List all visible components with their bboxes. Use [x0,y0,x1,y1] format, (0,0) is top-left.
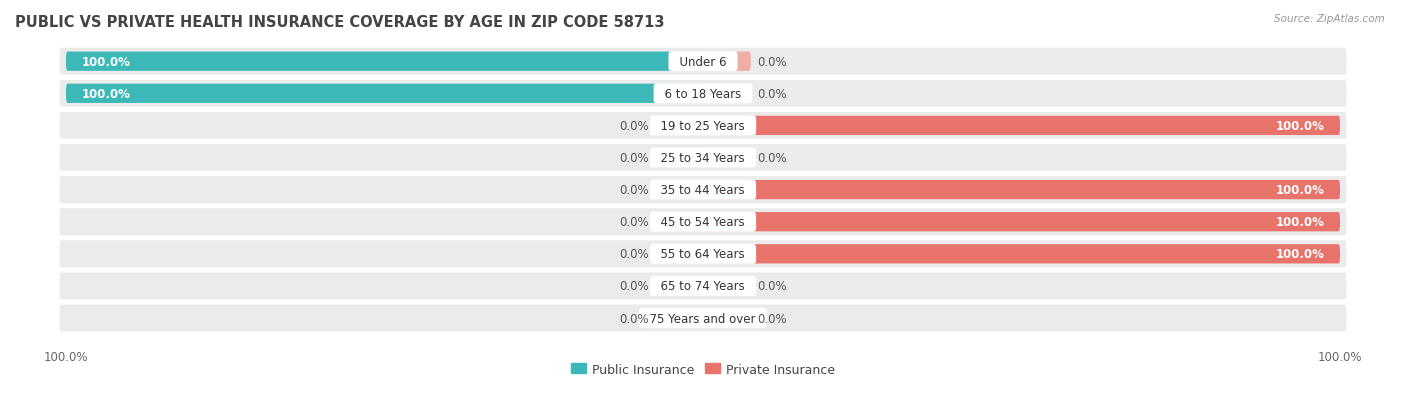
Text: 0.0%: 0.0% [619,216,648,229]
FancyBboxPatch shape [59,305,1347,332]
Text: 0.0%: 0.0% [758,312,787,325]
FancyBboxPatch shape [59,177,1347,204]
FancyBboxPatch shape [59,209,1347,236]
FancyBboxPatch shape [655,213,703,232]
FancyBboxPatch shape [655,244,703,264]
FancyBboxPatch shape [703,116,1340,136]
Text: 6 to 18 Years: 6 to 18 Years [657,88,749,100]
FancyBboxPatch shape [703,277,751,296]
Text: 0.0%: 0.0% [619,184,648,197]
Text: 0.0%: 0.0% [619,120,648,133]
Text: 25 to 34 Years: 25 to 34 Years [654,152,752,165]
Text: 35 to 44 Years: 35 to 44 Years [654,184,752,197]
Text: 45 to 54 Years: 45 to 54 Years [654,216,752,229]
Text: 100.0%: 100.0% [1275,184,1324,197]
Text: 100.0%: 100.0% [82,56,131,69]
FancyBboxPatch shape [66,85,703,104]
Text: 0.0%: 0.0% [758,152,787,165]
FancyBboxPatch shape [703,309,751,328]
FancyBboxPatch shape [703,149,751,168]
FancyBboxPatch shape [66,52,703,71]
Text: 19 to 25 Years: 19 to 25 Years [654,120,752,133]
FancyBboxPatch shape [703,213,1340,232]
Text: 100.0%: 100.0% [1275,216,1324,229]
FancyBboxPatch shape [655,116,703,136]
Text: 100.0%: 100.0% [1275,248,1324,261]
Text: 100.0%: 100.0% [1275,120,1324,133]
Text: 0.0%: 0.0% [758,88,787,100]
Text: 100.0%: 100.0% [82,88,131,100]
Text: 0.0%: 0.0% [758,280,787,293]
Text: 0.0%: 0.0% [619,152,648,165]
FancyBboxPatch shape [703,180,1340,200]
Text: Under 6: Under 6 [672,56,734,69]
FancyBboxPatch shape [703,244,1340,264]
FancyBboxPatch shape [59,113,1347,140]
FancyBboxPatch shape [59,273,1347,300]
Legend: Public Insurance, Private Insurance: Public Insurance, Private Insurance [571,363,835,375]
FancyBboxPatch shape [655,180,703,200]
Text: 65 to 74 Years: 65 to 74 Years [654,280,752,293]
Text: 0.0%: 0.0% [619,280,648,293]
Text: 0.0%: 0.0% [619,248,648,261]
Text: Source: ZipAtlas.com: Source: ZipAtlas.com [1274,14,1385,24]
FancyBboxPatch shape [59,145,1347,171]
Text: 0.0%: 0.0% [619,312,648,325]
Text: 75 Years and over: 75 Years and over [643,312,763,325]
FancyBboxPatch shape [703,52,751,71]
FancyBboxPatch shape [59,81,1347,107]
FancyBboxPatch shape [655,277,703,296]
FancyBboxPatch shape [59,49,1347,76]
FancyBboxPatch shape [655,309,703,328]
Text: PUBLIC VS PRIVATE HEALTH INSURANCE COVERAGE BY AGE IN ZIP CODE 58713: PUBLIC VS PRIVATE HEALTH INSURANCE COVER… [15,15,665,30]
FancyBboxPatch shape [59,241,1347,268]
Text: 55 to 64 Years: 55 to 64 Years [654,248,752,261]
Text: 0.0%: 0.0% [758,56,787,69]
FancyBboxPatch shape [703,85,751,104]
FancyBboxPatch shape [655,149,703,168]
